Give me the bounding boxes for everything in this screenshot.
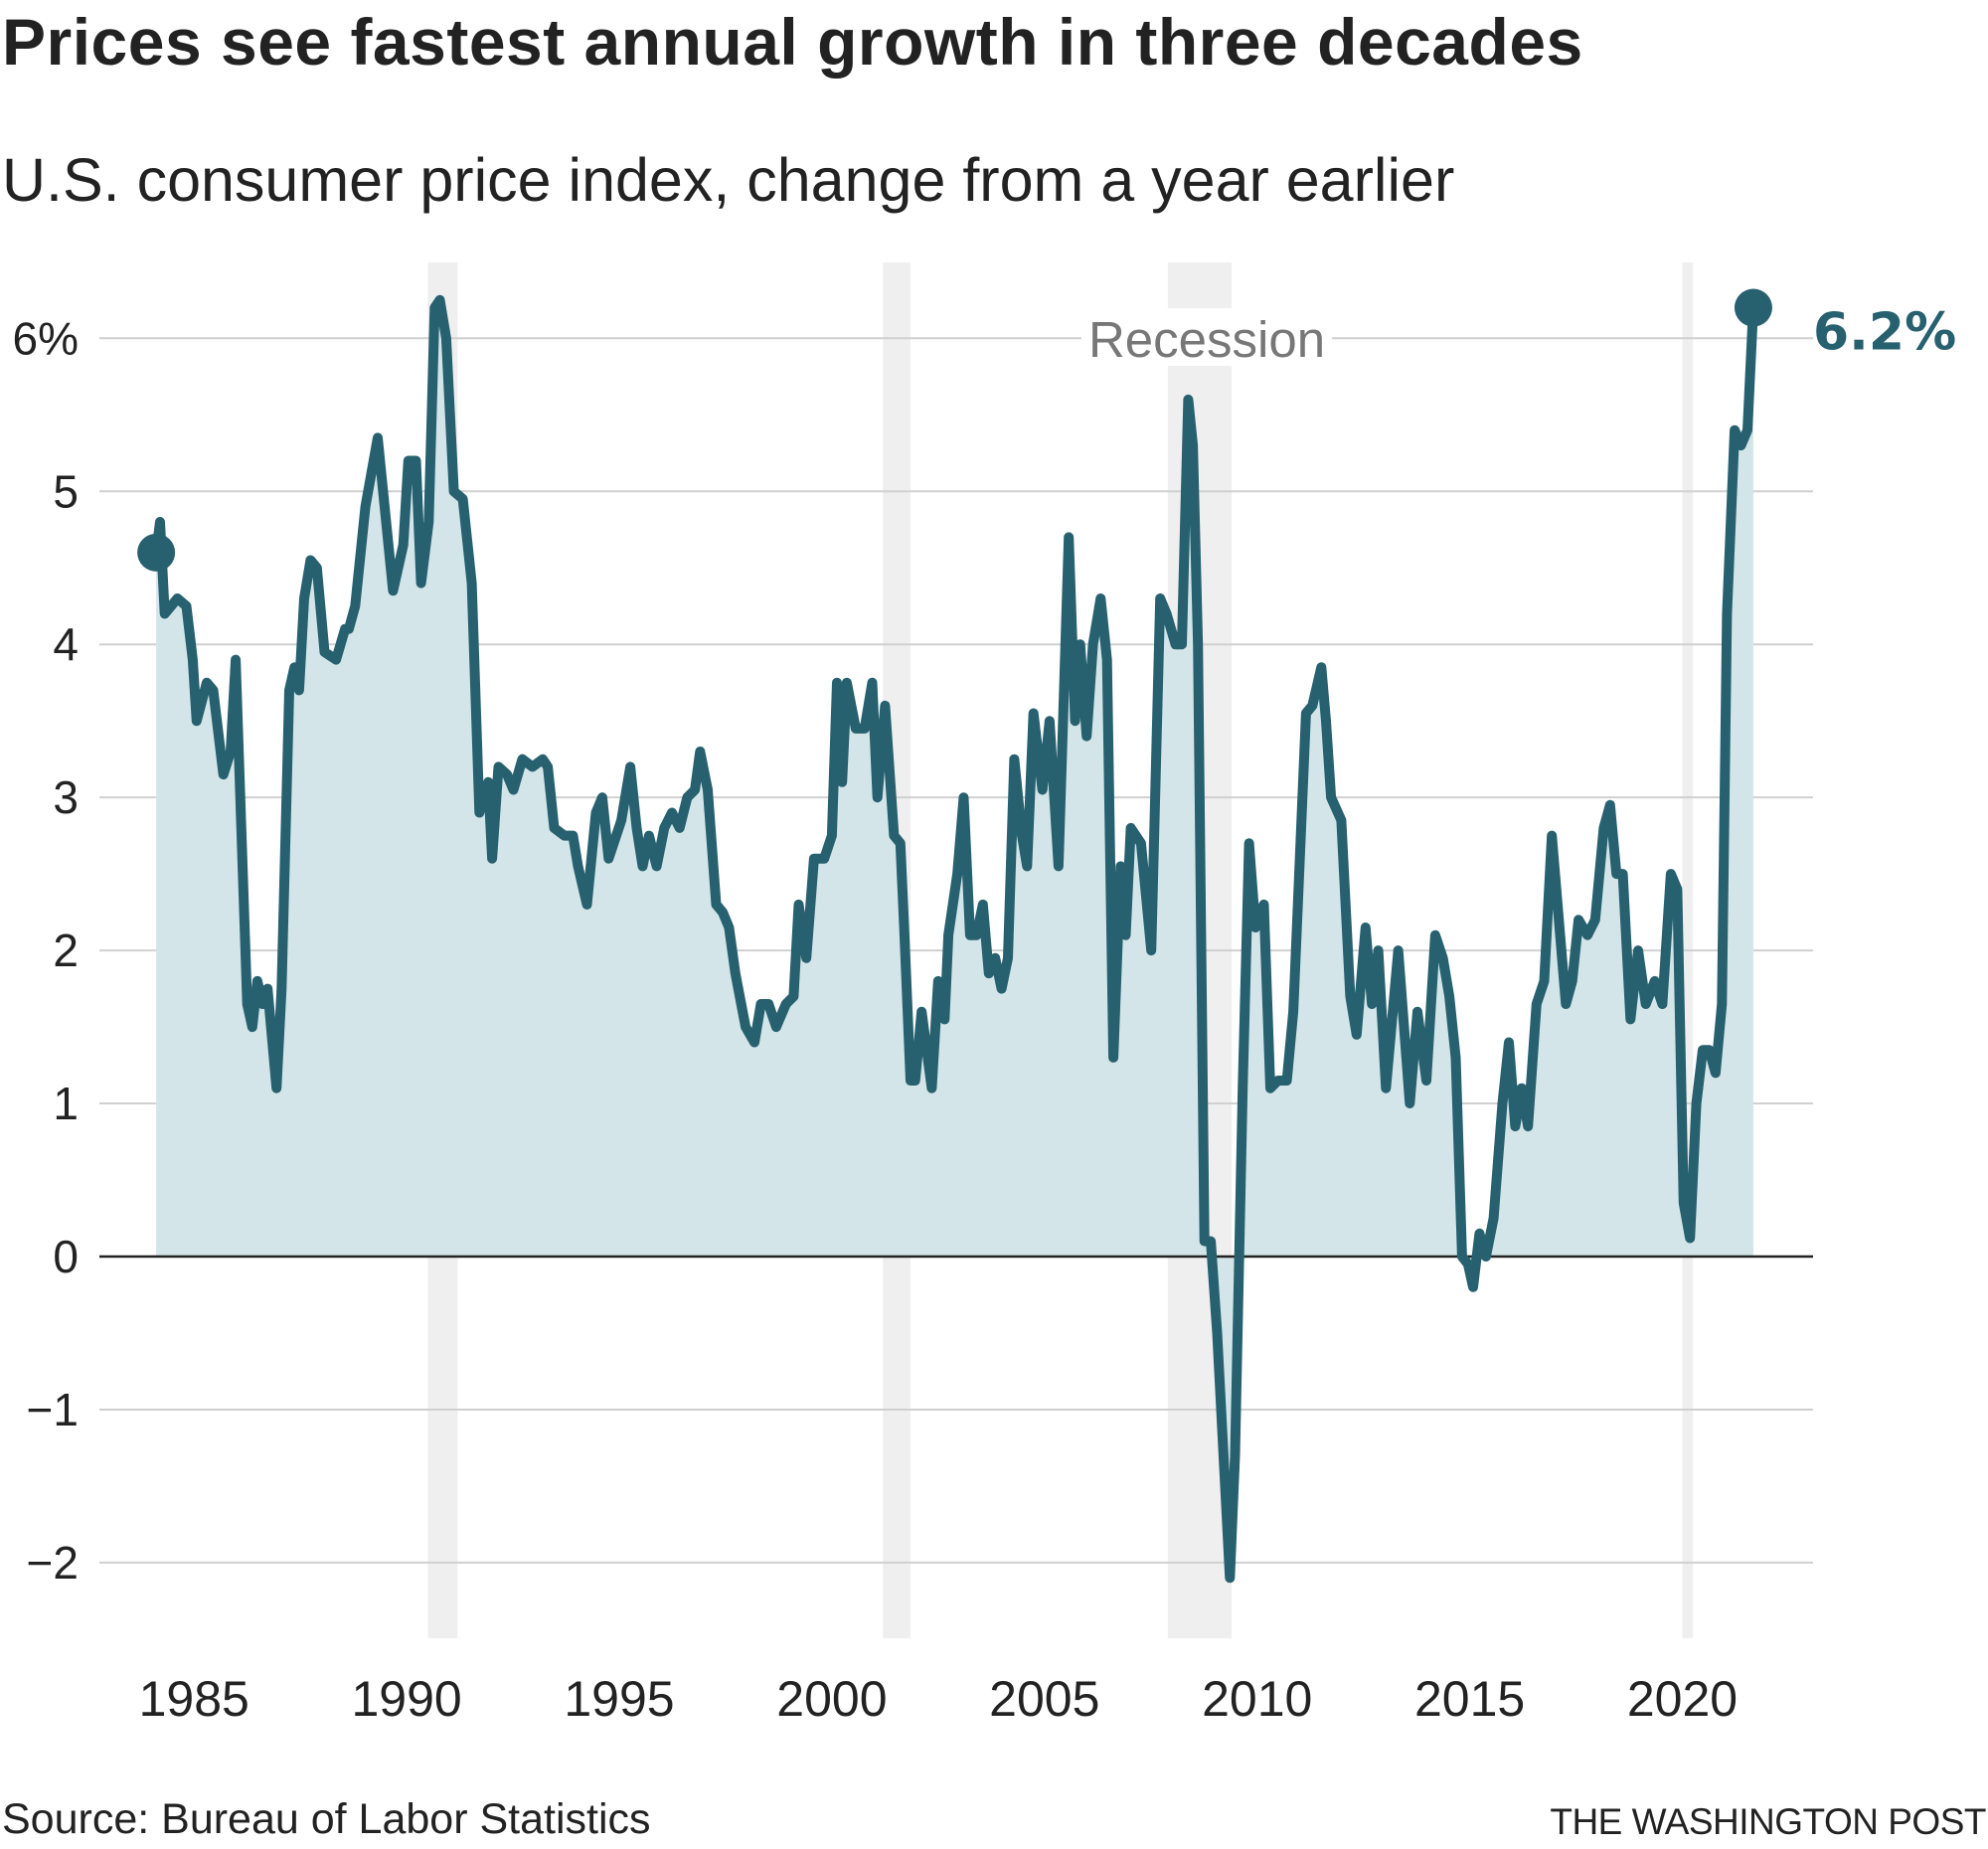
y-tick-label: 2 xyxy=(53,924,79,976)
x-tick-label: 1995 xyxy=(564,1671,674,1727)
x-tick-label: 2020 xyxy=(1627,1671,1738,1727)
cpi-line xyxy=(151,294,1758,1584)
x-tick-label: 2010 xyxy=(1202,1671,1312,1727)
source-note: Source: Bureau of Labor Statistics xyxy=(2,1795,651,1843)
publisher-credit: THE WASHINGTON POST xyxy=(1550,1801,1986,1842)
y-tick-label: 6% xyxy=(13,312,79,364)
y-tick-label: −2 xyxy=(27,1537,79,1589)
y-tick-label: 5 xyxy=(53,465,79,517)
y-tick-label: −1 xyxy=(27,1384,79,1435)
y-tick-label: 0 xyxy=(53,1231,79,1282)
x-tick-label: 2015 xyxy=(1414,1671,1525,1727)
y-tick-label: 1 xyxy=(53,1078,79,1129)
chart-title: Prices see fastest annual growth in thre… xyxy=(2,5,1583,79)
area-fill xyxy=(156,299,1753,1579)
y-tick-label: 3 xyxy=(53,771,79,823)
recession-label-background xyxy=(1081,308,1332,366)
x-tick-label: 2005 xyxy=(989,1671,1099,1727)
start-point-marker xyxy=(137,533,176,572)
x-tick-label: 1985 xyxy=(139,1671,249,1727)
end-value-label: 6.2% xyxy=(1813,303,1956,363)
x-tick-label: 2000 xyxy=(776,1671,887,1727)
end-point-marker xyxy=(1734,288,1772,327)
y-tick-label: 4 xyxy=(53,618,79,670)
chart-subtitle: U.S. consumer price index, change from a… xyxy=(2,146,1455,214)
recession-label: Recession xyxy=(1088,311,1325,368)
x-tick-label: 1990 xyxy=(351,1671,461,1727)
